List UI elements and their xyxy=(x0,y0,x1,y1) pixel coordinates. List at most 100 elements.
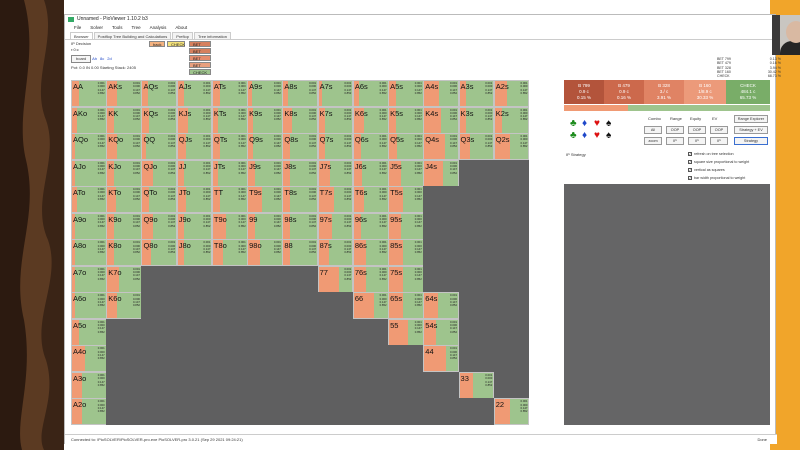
menu-item-about[interactable]: About xyxy=(175,25,188,30)
hand-cell-ATo[interactable]: ATo 0.001 0.000 0.147 0.852 xyxy=(71,186,107,214)
hand-cell-JTo[interactable]: JTo 0.001 0.000 0.147 0.852 xyxy=(176,186,213,214)
hand-cell-98s[interactable]: 98s 0.001 0.000 0.147 0.852 xyxy=(282,212,319,240)
hand-cell-K5s[interactable]: K5s 0.001 0.000 0.147 0.852 xyxy=(388,106,424,134)
hand-cell-88[interactable]: 88 0.001 0.000 0.147 0.852 xyxy=(282,239,319,267)
oop-range-button[interactable]: OOP xyxy=(666,126,684,134)
hand-cell-Q8s[interactable]: Q8s 0.001 0.000 0.147 0.852 xyxy=(282,133,319,161)
hand-cell-A3o[interactable]: A3o 0.001 0.000 0.147 0.852 xyxy=(71,371,107,399)
action-bet-160[interactable]: BET 160 xyxy=(189,62,211,74)
club-icon[interactable]: ♣ xyxy=(570,118,577,129)
hand-cell-QJo[interactable]: QJo 0.001 0.000 0.147 0.852 xyxy=(141,159,178,187)
hand-cell-K6s[interactable]: K6s 0.001 0.000 0.147 0.852 xyxy=(352,106,389,134)
hand-cell-A2o[interactable]: A2o 0.001 0.000 0.147 0.852 xyxy=(71,398,107,426)
hand-cell-T7s[interactable]: T7s 0.001 0.000 0.147 0.852 xyxy=(317,186,354,214)
hand-cell-22[interactable]: 22 0.001 0.000 0.147 0.852 xyxy=(493,398,530,426)
diamond-icon[interactable]: ♦ xyxy=(582,130,588,141)
hand-cell-66[interactable]: 66 0.001 0.000 0.147 0.852 xyxy=(352,292,389,320)
hand-cell-85s[interactable]: 85s 0.001 0.000 0.147 0.852 xyxy=(388,239,424,267)
hand-cell-A6o[interactable]: A6o 0.001 0.000 0.147 0.852 xyxy=(71,292,107,320)
strategy-ev-button[interactable]: Strategy + EV xyxy=(734,126,768,134)
hand-cell-AJo[interactable]: AJo 0.001 0.000 0.147 0.852 xyxy=(71,159,107,187)
hand-cell-A3s[interactable]: A3s 0.001 0.000 0.147 0.852 xyxy=(458,80,495,108)
action-bet-6478[interactable]: BET 6478 xyxy=(189,48,211,60)
hand-cell-J9o[interactable]: J9o 0.001 0.000 0.147 0.852 xyxy=(176,212,213,240)
tab-1[interactable]: Postflop Tree Building and Calculations xyxy=(93,32,172,39)
hand-cell-AQo[interactable]: AQo 0.001 0.000 0.147 0.852 xyxy=(71,133,107,161)
hand-cell-55[interactable]: 55 0.001 0.000 0.147 0.852 xyxy=(388,318,424,346)
hand-cell-J9s[interactable]: J9s 0.001 0.000 0.147 0.852 xyxy=(247,159,283,187)
hand-cell-KJo[interactable]: KJo 0.001 0.000 0.147 0.852 xyxy=(106,159,142,187)
hand-cell-K9o[interactable]: K9o 0.001 0.000 0.147 0.852 xyxy=(106,212,142,240)
hand-cell-J6s[interactable]: J6s 0.001 0.000 0.147 0.852 xyxy=(352,159,389,187)
hand-cell-A2s[interactable]: A2s 0.001 0.000 0.147 0.852 xyxy=(493,80,530,108)
hand-cell-Q4s[interactable]: Q4s 0.001 0.000 0.147 0.852 xyxy=(423,133,460,161)
hand-cell-33[interactable]: 33 0.001 0.000 0.147 0.852 xyxy=(458,371,495,399)
tab-2[interactable]: Preflop xyxy=(172,32,193,39)
strategy-button[interactable]: Strategy xyxy=(734,137,768,145)
zoom-button[interactable]: zoom xyxy=(644,137,662,145)
tab-0[interactable]: Browser xyxy=(70,32,93,39)
option-3[interactable]: ✓ bar width proportional to weight xyxy=(688,174,770,182)
menu-item-analysis[interactable]: Analysis xyxy=(149,25,167,30)
hand-cell-J8o[interactable]: J8o 0.001 0.000 0.147 0.852 xyxy=(176,239,213,267)
hand-cell-A7s[interactable]: A7s 0.001 0.000 0.147 0.852 xyxy=(317,80,354,108)
board-button[interactable]: board xyxy=(71,55,92,63)
hand-cell-K6o[interactable]: K6o 0.001 0.000 0.147 0.852 xyxy=(106,292,142,320)
oop-equity-button[interactable]: OOP xyxy=(688,126,706,134)
hand-cell-QTs[interactable]: QTs 0.001 0.000 0.147 0.852 xyxy=(211,133,248,161)
hand-cell-J4s[interactable]: J4s 0.001 0.000 0.147 0.852 xyxy=(423,159,460,187)
hand-cell-A4o[interactable]: A4o 0.001 0.000 0.147 0.852 xyxy=(71,345,107,373)
hand-cell-J5s[interactable]: J5s 0.001 0.000 0.147 0.852 xyxy=(388,159,424,187)
hand-cell-A4s[interactable]: A4s 0.001 0.000 0.147 0.852 xyxy=(423,80,460,108)
hand-cell-J8s[interactable]: J8s 0.001 0.000 0.147 0.852 xyxy=(282,159,319,187)
hand-cell-Q8o[interactable]: Q8o 0.001 0.000 0.147 0.852 xyxy=(141,239,178,267)
hand-cell-KK[interactable]: KK 0.001 0.000 0.147 0.852 xyxy=(106,106,142,134)
hand-cell-T9o[interactable]: T9o 0.001 0.000 0.147 0.852 xyxy=(211,212,248,240)
hand-cell-A9o[interactable]: A9o 0.001 0.000 0.147 0.852 xyxy=(71,212,107,240)
heart-icon[interactable]: ♥ xyxy=(594,118,600,129)
heart-icon[interactable]: ♥ xyxy=(594,130,600,141)
hand-cell-Q2s[interactable]: Q2s 0.001 0.000 0.147 0.852 xyxy=(493,133,530,161)
action-bet-2700[interactable]: BET 2700 xyxy=(189,41,211,53)
checkbox[interactable]: ✓ xyxy=(688,152,692,156)
hand-cell-A5o[interactable]: A5o 0.001 0.000 0.147 0.852 xyxy=(71,318,107,346)
hand-cell-JJ[interactable]: JJ 0.001 0.000 0.147 0.852 xyxy=(176,159,213,187)
hand-cell-KTo[interactable]: KTo 0.001 0.000 0.147 0.852 xyxy=(106,186,142,214)
hand-cell-QQ[interactable]: QQ 0.001 0.000 0.147 0.852 xyxy=(141,133,178,161)
hand-cell-T8o[interactable]: T8o 0.001 0.000 0.147 0.852 xyxy=(211,239,248,267)
hand-cell-Q6s[interactable]: Q6s 0.001 0.000 0.147 0.852 xyxy=(352,133,389,161)
hand-cell-96s[interactable]: 96s 0.001 0.000 0.147 0.852 xyxy=(352,212,389,240)
hand-cell-Q3s[interactable]: Q3s 0.001 0.000 0.147 0.852 xyxy=(458,133,495,161)
hand-cell-A8s[interactable]: A8s 0.001 0.000 0.147 0.852 xyxy=(282,80,319,108)
hand-cell-AKo[interactable]: AKo 0.001 0.000 0.147 0.852 xyxy=(71,106,107,134)
action-bet-328[interactable]: BET 328 xyxy=(189,55,211,67)
option-0[interactable]: ✓ refresh on tree selection xyxy=(688,150,770,158)
hand-cell-TT[interactable]: TT 0.001 0.000 0.147 0.852 xyxy=(211,186,248,214)
hand-cell-54s[interactable]: 54s 0.001 0.000 0.147 0.852 xyxy=(423,318,460,346)
hand-cell-A9s[interactable]: A9s 0.001 0.000 0.147 0.852 xyxy=(247,80,283,108)
hand-cell-K8o[interactable]: K8o 0.001 0.000 0.147 0.852 xyxy=(106,239,142,267)
action-check[interactable]: CHECK xyxy=(167,41,185,47)
hand-cell-Q9o[interactable]: Q9o 0.001 0.000 0.147 0.852 xyxy=(141,212,178,240)
hand-cell-Q5s[interactable]: Q5s 0.001 0.000 0.147 0.852 xyxy=(388,133,424,161)
hand-cell-KTs[interactable]: KTs 0.001 0.000 0.147 0.852 xyxy=(211,106,248,134)
hand-cell-AQs[interactable]: AQs 0.001 0.000 0.147 0.852 xyxy=(141,80,178,108)
option-2[interactable]: ✓ vertical as squares xyxy=(688,166,770,174)
hand-cell-86s[interactable]: 86s 0.001 0.000 0.147 0.852 xyxy=(352,239,389,267)
hand-cell-95s[interactable]: 95s 0.001 0.000 0.147 0.852 xyxy=(388,212,424,240)
ip-ev-button[interactable]: IP xyxy=(710,137,728,145)
hand-cell-64s[interactable]: 64s 0.001 0.000 0.147 0.852 xyxy=(423,292,460,320)
hand-cell-A7o[interactable]: A7o 0.001 0.000 0.147 0.852 xyxy=(71,265,107,293)
hand-cell-K3s[interactable]: K3s 0.001 0.000 0.147 0.852 xyxy=(458,106,495,134)
menu-item-file[interactable]: File xyxy=(74,25,82,30)
hand-cell-K8s[interactable]: K8s 0.001 0.000 0.147 0.852 xyxy=(282,106,319,134)
menu-item-tree[interactable]: Tree xyxy=(131,25,141,30)
hand-cell-J7s[interactable]: J7s 0.001 0.000 0.147 0.852 xyxy=(317,159,354,187)
hand-cell-75s[interactable]: 75s 0.001 0.000 0.147 0.852 xyxy=(388,265,424,293)
hand-cell-AJs[interactable]: AJs 0.001 0.000 0.147 0.852 xyxy=(176,80,213,108)
hand-cell-ATs[interactable]: ATs 0.001 0.000 0.147 0.852 xyxy=(211,80,248,108)
hand-cell-QJs[interactable]: QJs 0.001 0.000 0.147 0.852 xyxy=(176,133,213,161)
hand-cell-T8s[interactable]: T8s 0.001 0.000 0.147 0.852 xyxy=(282,186,319,214)
checkbox[interactable]: ✓ xyxy=(688,168,692,172)
hand-cell-Q9s[interactable]: Q9s 0.001 0.000 0.147 0.852 xyxy=(247,133,283,161)
